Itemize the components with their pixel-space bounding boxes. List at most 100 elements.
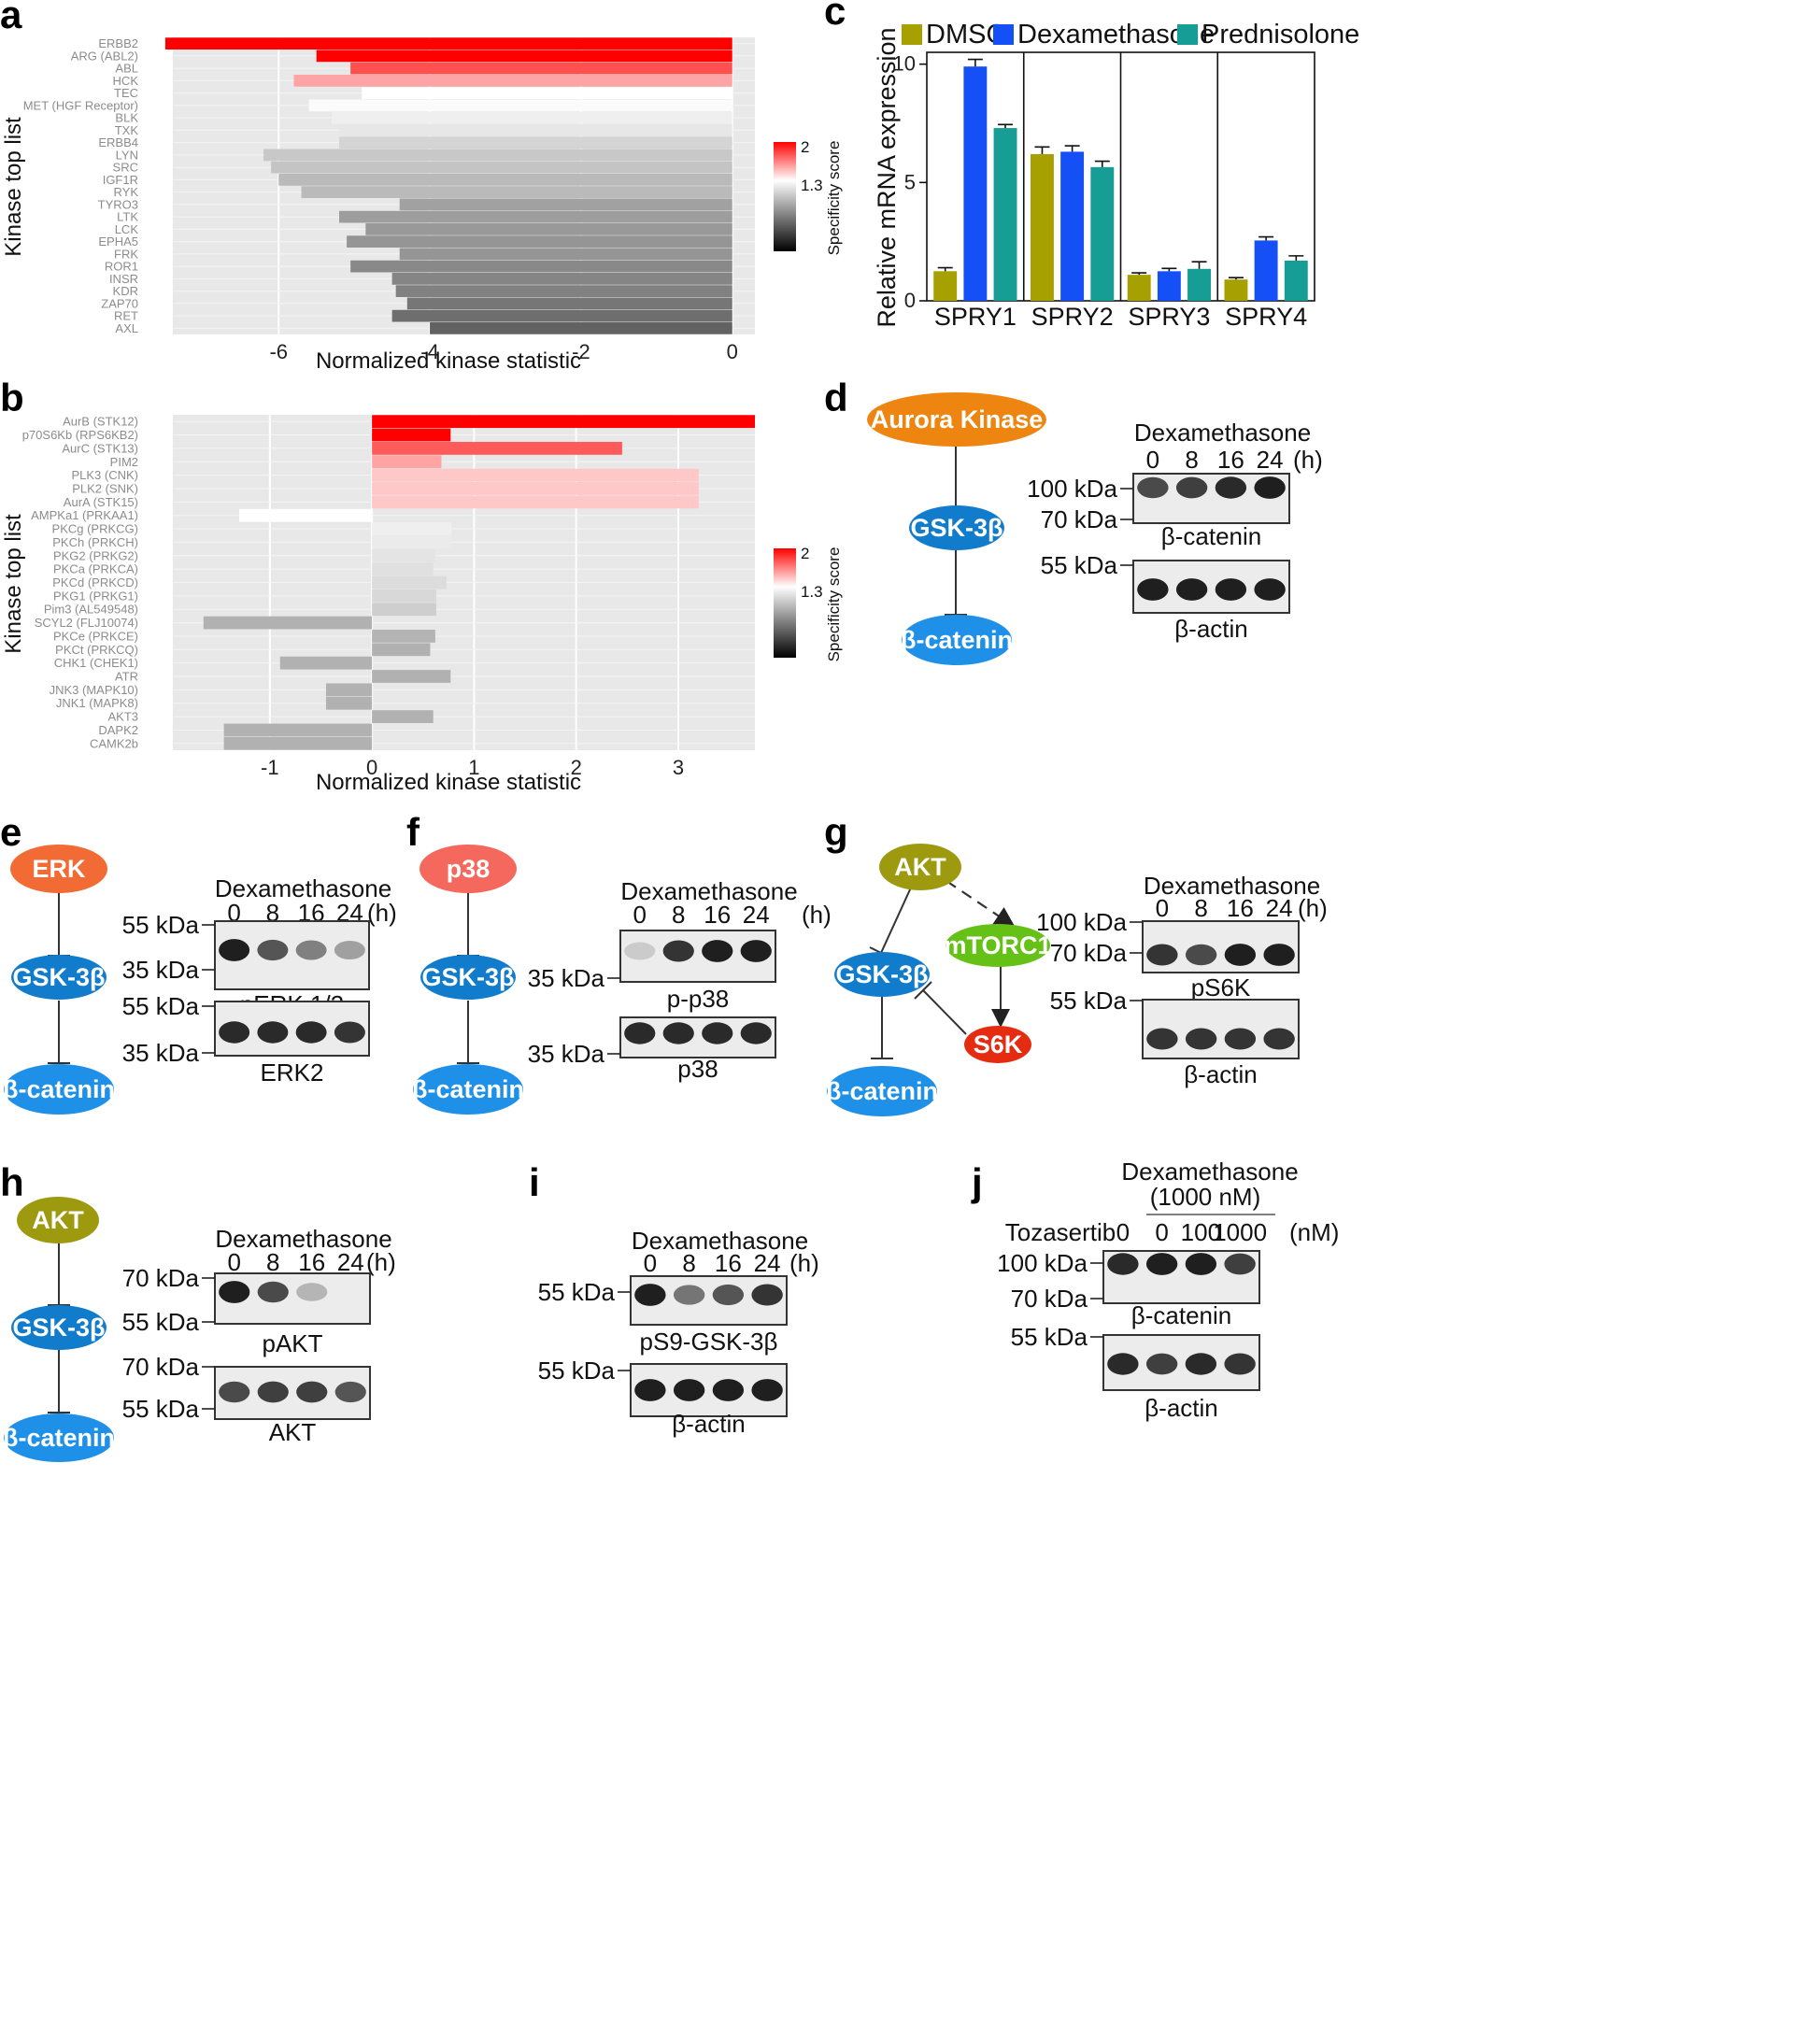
node-bcatenin-g xyxy=(827,1066,937,1116)
band-h-bottom-lane-3 xyxy=(334,1381,366,1403)
panel-g: g AKT mTORC1 S6K GSK-3β β-catenin Dexame… xyxy=(824,810,1328,1116)
blot-label-i-bottom: β-actin xyxy=(672,1410,746,1438)
blot-label-h-top: pAKT xyxy=(262,1329,322,1357)
category-label-b-jnk3-mapk10: JNK3 (MAPK10) xyxy=(50,683,138,697)
bar-b-dapk2 xyxy=(223,723,373,737)
marker-label-e-top-0: 55 kDa xyxy=(122,911,200,939)
category-label-b-plk3-cnk: PLK3 (CNK) xyxy=(71,468,138,482)
blot-treatment-h: Dexamethasone xyxy=(215,1225,391,1253)
marker-label-f-top-0: 35 kDa xyxy=(528,964,605,992)
bar-b-atr xyxy=(372,670,451,683)
blot-label-g-bottom: β-actin xyxy=(1184,1060,1258,1088)
bar-a-txk xyxy=(339,124,732,136)
marker-label-e-bottom-0: 55 kDa xyxy=(122,992,200,1020)
blot-label-i-top: pS9-GSK-3β xyxy=(640,1328,778,1356)
pathway-e: ERK GSK-3β β-catenin xyxy=(3,845,115,1115)
bar-b-pkcg-prkcg xyxy=(372,522,452,535)
bar-a-tec xyxy=(362,87,732,99)
bar-c-spry1-prednisolone xyxy=(993,128,1017,301)
bar-a-ltk xyxy=(339,210,732,223)
bar-c-spry4-prednisolone xyxy=(1284,260,1308,301)
bar-b-pim3-al549548 xyxy=(372,603,436,617)
panel-label-g: g xyxy=(824,810,848,854)
y-tick-label-c-5: 5 xyxy=(904,170,916,193)
lane-unit-i: (h) xyxy=(789,1249,819,1277)
node-gsk3b-h xyxy=(11,1305,107,1350)
bar-a-lyn xyxy=(263,149,732,162)
bar-a-hck xyxy=(293,75,732,87)
node-akt-h-label: AKT xyxy=(32,1206,84,1234)
band-d-bottom-lane-3 xyxy=(1254,578,1286,601)
category-label-b-scyl2-flj10074: SCYL2 (FLJ10074) xyxy=(35,616,138,630)
band-d-top-lane-2 xyxy=(1215,476,1247,499)
lane-label-i-0: 0 xyxy=(644,1249,657,1277)
marker-label-d-top-1: 70 kDa xyxy=(1041,505,1118,533)
bar-a-kdr xyxy=(395,285,732,297)
band-f-bottom-lane-1 xyxy=(662,1022,694,1044)
bar-b-pkg2-prkg2 xyxy=(372,548,435,562)
inhibit-bar-g-s6k-gsk xyxy=(914,981,932,1000)
bar-c-spry3-prednisolone xyxy=(1187,268,1211,301)
node-gsk3b-g-label: GSK-3β xyxy=(836,960,929,988)
category-label-a-ryk: RYK xyxy=(114,185,139,199)
category-label-b-pkce-prkce: PKCe (PRKCE) xyxy=(53,629,138,643)
bar-a-tyro3 xyxy=(399,198,732,211)
node-bcatenin-e-label: β-catenin xyxy=(3,1075,115,1103)
node-s6k-label: S6K xyxy=(974,1030,1023,1058)
band-i-bottom-lane-2 xyxy=(712,1379,745,1401)
marker-label-h-bottom-1: 55 kDa xyxy=(122,1395,200,1423)
bar-b-camk2b xyxy=(223,736,373,750)
blot-j-drug: Tozasertib xyxy=(1005,1218,1116,1246)
blot-treatment-i: Dexamethasone xyxy=(632,1227,808,1255)
band-j-bottom-lane-0 xyxy=(1107,1353,1139,1375)
chart-c-legend: DMSO Dexamethasone Prednisolone xyxy=(902,20,1359,50)
marker-label-f-bottom-0: 35 kDa xyxy=(528,1040,605,1068)
chart-b-bars xyxy=(203,415,755,750)
category-label-b-chk1-chek1: CHK1 (CHEK1) xyxy=(54,656,138,670)
blot-label-f-bottom: p38 xyxy=(677,1055,718,1083)
category-label-b-atr: ATR xyxy=(115,670,138,684)
bar-a-arg-abl2 xyxy=(316,50,732,63)
bar-a-src xyxy=(271,161,732,174)
marker-label-d-top-0: 100 kDa xyxy=(1027,475,1117,503)
blot-label-d-top: β-catenin xyxy=(1161,522,1261,550)
chart-a-y-title: Kinase top list xyxy=(1,117,26,257)
band-g-bottom-lane-0 xyxy=(1146,1028,1178,1050)
bar-b-scyl2-flj10074 xyxy=(203,616,373,630)
colorbar-a-tick-max: 2 xyxy=(801,138,809,156)
legend-label-prednisolone: Prednisolone xyxy=(1201,20,1359,50)
lane-label-j-1: 0 xyxy=(1155,1218,1168,1246)
marker-label-j-top-0: 100 kDa xyxy=(997,1249,1088,1277)
panel-c: c DMSO Dexamethasone Prednisolone Relati… xyxy=(824,0,1359,331)
bar-b-aura-stk15 xyxy=(372,495,699,509)
bar-b-pkce-prkce xyxy=(372,630,435,643)
lane-label-h-2: 16 xyxy=(298,1248,325,1276)
category-label-a-abl: ABL xyxy=(115,62,138,76)
bar-a-ryk xyxy=(301,186,732,198)
bar-b-ampka1-prkaa1 xyxy=(239,508,373,522)
lane-label-i-3: 24 xyxy=(754,1249,781,1277)
node-akt-h xyxy=(17,1197,99,1243)
marker-label-j-top-1: 70 kDa xyxy=(1011,1285,1088,1313)
lane-label-g-0: 0 xyxy=(1156,894,1169,922)
node-mtorc1 xyxy=(946,924,1050,967)
band-j-top-lane-1 xyxy=(1145,1253,1178,1275)
chart-b-x-title: Normalized kinase statistic xyxy=(316,770,581,795)
lane-label-h-3: 24 xyxy=(337,1248,364,1276)
band-d-top-lane-0 xyxy=(1137,476,1169,499)
band-d-top-lane-3 xyxy=(1254,476,1286,499)
node-bcatenin-h xyxy=(4,1413,114,1462)
node-bcatenin-d xyxy=(902,615,1012,665)
chart-b-y-title: Kinase top list xyxy=(1,514,26,654)
node-s6k xyxy=(964,1026,1031,1063)
blot-treatment-e: Dexamethasone xyxy=(215,874,391,902)
band-i-bottom-lane-0 xyxy=(634,1379,666,1401)
blot-treatment-f: Dexamethasone xyxy=(620,877,797,905)
x-tick-b-3: 3 xyxy=(673,756,684,779)
band-g-bottom-lane-2 xyxy=(1224,1028,1257,1050)
pathway-d: Aurora Kinase GSK-3β β-catenin xyxy=(867,392,1046,665)
